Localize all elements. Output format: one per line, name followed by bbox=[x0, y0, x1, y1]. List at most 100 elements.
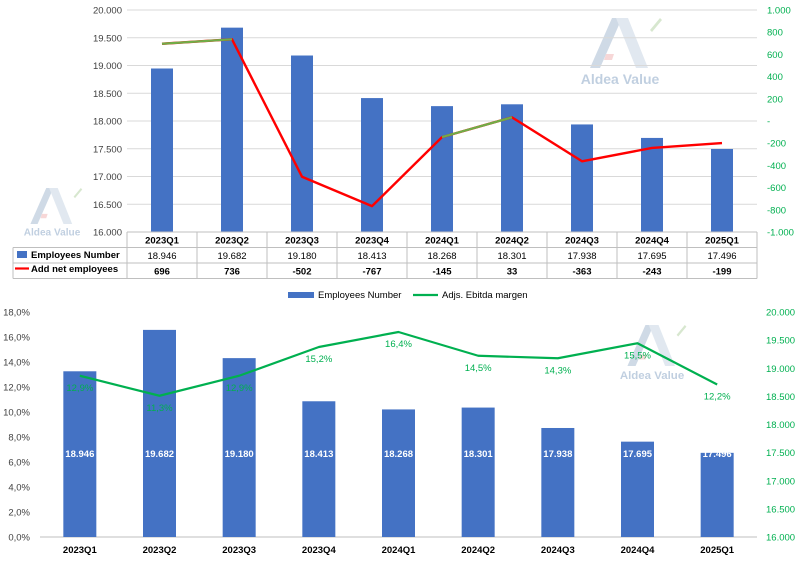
watermark-logo-stroke bbox=[40, 213, 48, 219]
ebitda-margin-label: 14,3% bbox=[544, 365, 571, 376]
employees-value: 18.268 bbox=[427, 251, 456, 262]
y-right-tick-label: - bbox=[767, 117, 770, 128]
y-right-tick-label: -400 bbox=[767, 161, 786, 172]
ebitda-margin-line bbox=[441, 116, 513, 139]
y-left-tick-label: 17.000 bbox=[93, 172, 122, 183]
employees-value: 18.301 bbox=[497, 251, 526, 262]
y-right-tick-label: 1.000 bbox=[767, 6, 791, 17]
watermark-logo: Aldea Value bbox=[620, 325, 687, 382]
chart2-lines: 12,9% 11,3% 12,9% 15,2% 16,4% 14,5% 14,3% 15,5%… bbox=[66, 330, 731, 414]
employees-bar bbox=[143, 329, 176, 537]
ebitda-margin-line bbox=[79, 330, 718, 397]
employees-bar bbox=[361, 98, 383, 233]
employees-value: 19.180 bbox=[287, 251, 316, 262]
y-right-tick-label: 18.000 bbox=[766, 420, 795, 431]
category-label: 2023Q2 bbox=[215, 236, 249, 247]
net-employees-value: 696 bbox=[154, 267, 170, 278]
net-employees-value: -767 bbox=[362, 267, 381, 278]
employees-value: 17.496 bbox=[707, 251, 736, 262]
y-left-tick-label: 17.500 bbox=[93, 144, 122, 155]
watermark-logo-stroke bbox=[616, 18, 648, 68]
y-right-tick-label: -200 bbox=[767, 139, 786, 150]
net-employees-value: -199 bbox=[712, 267, 731, 278]
legend-key-employees-2 bbox=[288, 292, 314, 298]
employees-bar-label: 18.268 bbox=[384, 449, 413, 460]
employees-bar-label: 18.301 bbox=[464, 449, 494, 460]
category-label: 2024Q4 bbox=[635, 236, 670, 247]
y-right-tick-label: 17.000 bbox=[766, 476, 795, 487]
watermark-logo-stroke bbox=[590, 18, 622, 68]
y-right-tick-label: 20.000 bbox=[766, 308, 795, 319]
employees-value: 17.695 bbox=[637, 251, 666, 262]
chart2-x-axis: 2023Q1 2023Q2 2023Q3 2023Q4 2024Q1 2024Q2 2024… bbox=[63, 545, 735, 556]
ebitda-margin-label: 14,5% bbox=[465, 363, 492, 374]
category-label: 2024Q3 bbox=[565, 236, 599, 247]
watermark-logo: Aldea Value bbox=[24, 188, 83, 239]
employees-bar-label: 17.695 bbox=[623, 449, 653, 460]
employees-bar bbox=[221, 27, 243, 232]
ebitda-margin-label: 12,9% bbox=[226, 383, 253, 394]
category-label: 2024Q2 bbox=[495, 236, 529, 247]
watermark-logo-stroke bbox=[638, 354, 648, 360]
watermark-logo-stroke bbox=[604, 54, 614, 60]
legend-label-employees-2: Employees Number bbox=[318, 290, 401, 301]
chart1-left-axis: 16.000 16.500 17.000 17.500 18.000 18.500 19.0… bbox=[93, 6, 122, 239]
y-left-tick-label: 0,0% bbox=[8, 533, 30, 544]
employees-bar bbox=[302, 401, 336, 537]
y-left-tick-label: 19.000 bbox=[93, 61, 122, 72]
employees-bar bbox=[571, 124, 593, 232]
chart1-data-table: Employees Number Add net employees 2023Q… bbox=[12, 231, 758, 279]
employees-value: 17.938 bbox=[567, 251, 596, 262]
employees-bar bbox=[382, 409, 415, 537]
employees-value: 19.682 bbox=[217, 251, 246, 262]
employees-value: 18.946 bbox=[147, 251, 176, 262]
y-right-tick-label: 19.500 bbox=[766, 336, 795, 347]
net-employees-value: 736 bbox=[224, 267, 240, 278]
ebitda-margin-label: 16,4% bbox=[385, 339, 412, 350]
x-tick-label: 2023Q1 bbox=[63, 545, 98, 556]
y-right-tick-label: 16.500 bbox=[766, 504, 795, 515]
y-left-tick-label: 6,0% bbox=[8, 458, 30, 469]
y-left-tick-label: 8,0% bbox=[8, 433, 30, 444]
legend-label-ebitda: Adjs. Ebitda margen bbox=[442, 290, 528, 301]
ebitda-margin-line bbox=[161, 38, 233, 45]
employees-bar bbox=[431, 106, 453, 232]
y-right-tick-label: 200 bbox=[767, 94, 783, 105]
y-left-tick-label: 20.000 bbox=[93, 6, 122, 17]
category-label: 2023Q1 bbox=[145, 236, 180, 247]
watermark-layer: Aldea Value Aldea Value Aldea Value bbox=[24, 18, 687, 382]
ebitda-margin-label: 12,2% bbox=[704, 392, 731, 403]
category-label: 2025Q1 bbox=[705, 236, 740, 247]
y-right-tick-label: -800 bbox=[767, 205, 786, 216]
y-left-tick-label: 18.500 bbox=[93, 89, 122, 100]
y-left-tick-label: 12,0% bbox=[3, 383, 30, 394]
employees-bar bbox=[151, 68, 173, 232]
net-employees-value: -243 bbox=[642, 267, 661, 278]
y-left-tick-label: 18,0% bbox=[3, 308, 30, 319]
y-left-tick-label: 14,0% bbox=[3, 358, 30, 369]
y-right-tick-label: 18.500 bbox=[766, 392, 795, 403]
watermark-logo-stroke bbox=[49, 188, 73, 224]
y-left-tick-label: 16.500 bbox=[93, 200, 122, 211]
y-left-tick-label: 4,0% bbox=[8, 483, 30, 494]
chart2-right-axis: 16.000 16.500 17.000 17.500 18.000 18.500 19.0… bbox=[766, 308, 795, 544]
y-right-tick-label: -1.000 bbox=[767, 228, 794, 239]
employees-value: 18.413 bbox=[357, 251, 386, 262]
watermark-text: Aldea Value bbox=[620, 370, 684, 382]
ebitda-margin-label: 15,5% bbox=[624, 350, 651, 361]
employees-bar bbox=[291, 55, 313, 233]
table-row-label-employees: Employees Number bbox=[31, 250, 120, 261]
net-employees-value: -363 bbox=[572, 267, 591, 278]
net-employees-value: -502 bbox=[292, 267, 311, 278]
watermark-logo-stroke bbox=[676, 325, 687, 337]
y-left-tick-label: 18.000 bbox=[93, 117, 122, 128]
employees-bar-label: 19.682 bbox=[145, 449, 174, 460]
legend-key-employees bbox=[17, 251, 27, 258]
y-right-tick-label: -600 bbox=[767, 183, 786, 194]
ebitda-margin-label: 15,2% bbox=[305, 354, 332, 365]
watermark-logo-stroke bbox=[30, 188, 54, 224]
watermark-logo-stroke bbox=[650, 18, 662, 32]
y-left-tick-label: 10,0% bbox=[3, 408, 30, 419]
employees-bar-label: 17.938 bbox=[543, 449, 572, 460]
